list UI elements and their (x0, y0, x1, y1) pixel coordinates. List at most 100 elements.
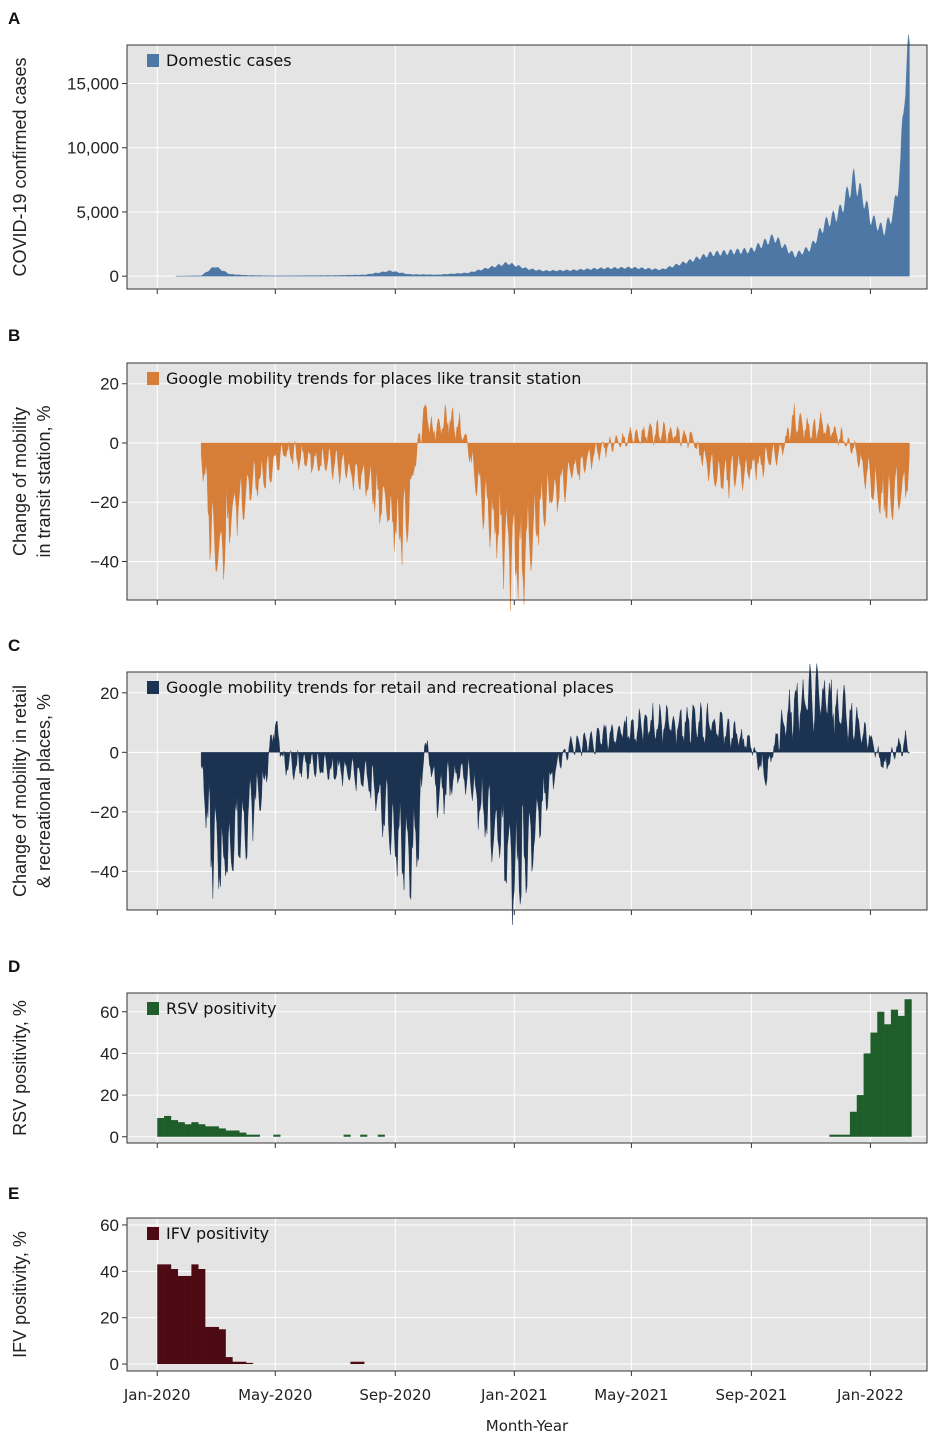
bar (164, 1264, 172, 1365)
y-axis-title: IFV positivity, % (10, 1231, 30, 1358)
chart-panel-a: A 0 5,000 10,000 15,000 COVID-19 confirmed ca… (8, 9, 928, 294)
y-tick-label: −40 (90, 862, 119, 881)
bar (357, 1361, 365, 1365)
y-tick-label: 40 (100, 1044, 119, 1063)
plot-background (127, 45, 927, 289)
y-tick-label: 40 (100, 1262, 119, 1281)
bar (157, 1264, 165, 1365)
y-tick-label: 10,000 (67, 139, 119, 158)
plot-background (127, 1218, 927, 1371)
bar (177, 1122, 185, 1137)
bar (164, 1115, 172, 1137)
bar (246, 1362, 254, 1365)
bar (343, 1134, 351, 1137)
chart-panel-d: D 0 20 40 60 RSV positivity, % RSV positivity (8, 957, 928, 1148)
bar (218, 1128, 226, 1137)
bar (836, 1134, 844, 1137)
bar (877, 1011, 885, 1137)
bar (211, 1326, 220, 1365)
bar (863, 1053, 871, 1137)
plot-background (127, 993, 927, 1143)
y-tick-label: −20 (90, 493, 119, 512)
chart-panel-b: B 20 0 −20 −40 Change of mobility in transit s… (8, 326, 928, 611)
legend-label: Google mobility trends for places like t… (166, 369, 581, 388)
bar (191, 1122, 199, 1137)
bar (225, 1130, 233, 1137)
bar (198, 1124, 206, 1137)
y-tick-label: 60 (100, 1216, 119, 1235)
y-tick-label: 0 (110, 743, 119, 762)
bar (829, 1134, 837, 1137)
y-tick-label: 0 (110, 1355, 119, 1374)
panel-letter: B (8, 326, 20, 345)
bar (170, 1120, 179, 1137)
bar (870, 1032, 878, 1137)
bar (377, 1134, 385, 1137)
y-axis-title-line: Change of mobility in retail (10, 685, 30, 897)
bar (232, 1361, 240, 1365)
x-axis-title: Month-Year (486, 1417, 569, 1435)
series-area (200, 403, 910, 611)
legend-swatch (147, 372, 159, 385)
bar (360, 1134, 368, 1137)
bar (157, 1118, 165, 1137)
plot-frame (126, 362, 928, 601)
bar (177, 1275, 185, 1365)
plot-frame (126, 1217, 928, 1372)
plot-frame (126, 671, 928, 911)
x-tick-label: Jan-2022 (836, 1386, 904, 1404)
y-axis-title-line: Change of mobility (10, 407, 30, 556)
y-tick-label: 20 (100, 375, 119, 394)
x-tick-label: Jan-2020 (123, 1386, 191, 1404)
bar (350, 1361, 358, 1365)
legend-label: Domestic cases (166, 51, 292, 70)
y-axis-title-line: IFV positivity, % (10, 1231, 30, 1358)
legend-swatch (147, 681, 159, 694)
bar (232, 1130, 240, 1137)
panel-letter: C (8, 636, 20, 655)
bar (184, 1275, 192, 1365)
bar (884, 1024, 892, 1137)
x-tick-label: Sep-2021 (715, 1386, 787, 1404)
legend-label: IFV positivity (166, 1224, 269, 1243)
y-axis-title-line: RSV positivity, % (10, 1000, 30, 1136)
legend-label: RSV positivity (166, 999, 276, 1018)
bar (890, 1009, 899, 1137)
y-axis-title-line: COVID-19 confirmed cases (10, 57, 30, 276)
y-tick-label: 15,000 (67, 75, 119, 94)
y-tick-label: 60 (100, 1003, 119, 1022)
x-tick-label: Sep-2020 (359, 1386, 431, 1404)
bar (225, 1357, 233, 1365)
y-tick-label: −20 (90, 803, 119, 822)
bar (198, 1269, 206, 1365)
y-tick-label: 20 (100, 684, 119, 703)
panel-letter: A (8, 9, 20, 28)
panel-letter: E (8, 1184, 19, 1203)
chart-panel-e: E 0 20 40 60 IFV positivity, % IFV positivity (8, 1184, 928, 1376)
bar (191, 1264, 199, 1365)
chart-panel-c: C 20 0 −20 −40 Change of mobility in retail & … (8, 636, 928, 925)
bar (849, 1111, 858, 1137)
bar (239, 1132, 247, 1137)
x-tick-label: Jan-2021 (480, 1386, 548, 1404)
bar (184, 1124, 192, 1137)
bar (252, 1134, 260, 1137)
series-area (200, 663, 910, 925)
y-axis-title: COVID-19 confirmed cases (10, 57, 30, 276)
bar (239, 1361, 247, 1365)
bar (246, 1134, 254, 1137)
bar (205, 1326, 213, 1365)
bar (273, 1134, 281, 1137)
y-tick-label: 20 (100, 1309, 119, 1328)
y-axis-title: Change of mobility in retail & recreation… (10, 685, 54, 897)
y-axis-title-line: in transit station, % (34, 405, 54, 557)
bar (904, 999, 912, 1137)
bar (170, 1269, 179, 1365)
y-tick-label: 0 (110, 267, 119, 286)
legend-swatch (147, 54, 159, 67)
y-tick-label: 5,000 (76, 203, 119, 222)
legend-label: Google mobility trends for retail and re… (166, 678, 614, 697)
bar (205, 1126, 213, 1137)
plot-frame (126, 992, 928, 1144)
bar (843, 1134, 851, 1137)
